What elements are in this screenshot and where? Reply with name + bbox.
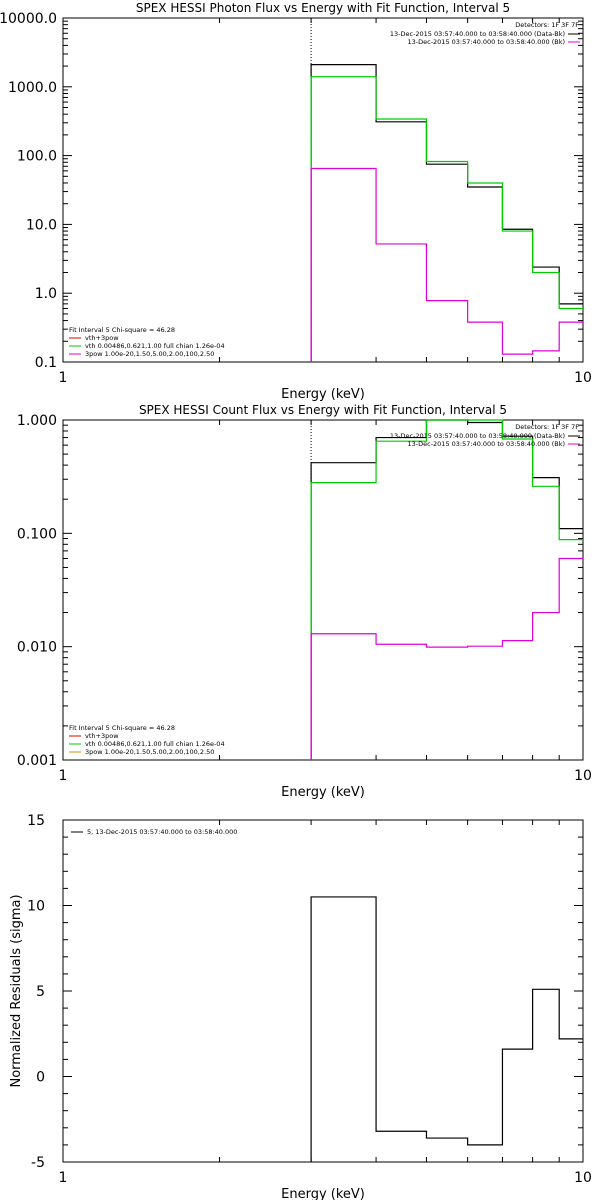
y-tick-label: 0.1 bbox=[35, 355, 57, 371]
series-1-line bbox=[310, 419, 583, 760]
legend-lower: Fit Interval 5 Chi-square = 46.28vth+3po… bbox=[69, 724, 225, 756]
legend-entry-text: 5, 13-Dec-2015 03:57:40.000 to 03:58:40.… bbox=[87, 828, 237, 836]
y-tick-label: 0.010 bbox=[17, 640, 57, 656]
x-tick-label: 10 bbox=[574, 1170, 592, 1186]
legend-entry-text: 3pow 1.00e-20,1.50,5.00,2.00,100,2.50 bbox=[85, 350, 214, 358]
series-data-line bbox=[310, 64, 583, 362]
y-axis-label: Normalized Residuals (sigma) bbox=[9, 894, 24, 1087]
legend: 5, 13-Dec-2015 03:57:40.000 to 03:58:40.… bbox=[71, 828, 237, 836]
y-tick-label: 0.001 bbox=[17, 753, 57, 769]
x-tick-label: 10 bbox=[574, 768, 592, 784]
y-tick-label: 1000.0 bbox=[8, 80, 57, 96]
legend-entry-text: 13-Dec-2015 03:57:40.000 to 03:58:40.000… bbox=[408, 38, 566, 46]
chart-title: SPEX HESSI Count Flux vs Energy with Fit… bbox=[139, 403, 507, 417]
legend-detectors: Detectors: 1F 3F 7F bbox=[515, 423, 579, 431]
legend-fit-header: Fit Interval 5 Chi-square = 46.28 bbox=[69, 326, 175, 334]
legend-detectors: Detectors: 1F 3F 7F bbox=[515, 21, 579, 29]
y-tick-label: 1.0 bbox=[35, 286, 57, 302]
legend-entry-text: 13-Dec-2015 03:57:40.000 to 03:58:40.000… bbox=[390, 30, 565, 38]
plot-frame bbox=[62, 819, 584, 1163]
x-tick-label: 1 bbox=[59, 1170, 68, 1186]
y-tick-label: 5 bbox=[36, 984, 45, 1000]
chart-panel-2: 1 10 0.001 0.010 0.100 1.000 SPEX HESSI Count … bbox=[17, 403, 592, 800]
y-tick-label: 10.0 bbox=[26, 217, 57, 233]
y-tick-label: 10 bbox=[27, 899, 45, 915]
x-axis-label: Energy (keV) bbox=[281, 1187, 365, 1200]
legend-entry-text: vth 0.00486,0.621,1.00 full chian 1.26e-… bbox=[85, 342, 225, 350]
x-axis-label: Energy (keV) bbox=[281, 387, 365, 402]
y-tick-label: 0 bbox=[36, 1070, 45, 1086]
x-tick-label: 10 bbox=[574, 370, 592, 386]
legend-fit-header: Fit Interval 5 Chi-square = 46.28 bbox=[69, 724, 175, 732]
y-tick-label: 10000.0 bbox=[0, 11, 57, 27]
legend-entry-text: vth 0.00486,0.621,1.00 full chian 1.26e-… bbox=[85, 740, 225, 748]
plot-frame bbox=[62, 419, 584, 761]
legend-entry-text: vth+3pow bbox=[85, 334, 119, 342]
chart-panel-3: 1 10 -5 0 5 10 15 Energy (keV) Normalized Residu… bbox=[9, 813, 592, 1200]
y-tick-label: 0.100 bbox=[17, 526, 57, 542]
series-0-line bbox=[310, 896, 583, 1162]
chart-title: SPEX HESSI Photon Flux vs Energy with Fi… bbox=[136, 1, 510, 15]
legend-entry-text: 13-Dec-2015 03:57:40.000 to 03:58:40.000… bbox=[390, 432, 565, 440]
x-tick-label: 1 bbox=[59, 370, 68, 386]
y-tick-label: 100.0 bbox=[17, 149, 57, 165]
series-2-line bbox=[310, 167, 583, 362]
x-axis-label: Energy (keV) bbox=[281, 785, 365, 800]
legend-entry-text: 3pow 1.00e-20,1.50,5.00,2.00,100,2.50 bbox=[85, 748, 214, 756]
chart-panel-1: 1 10 0.1 1.0 10.0 100.0 1000.0 10000.0 SPEX HESS… bbox=[0, 1, 592, 402]
y-tick-label: 1.000 bbox=[17, 413, 57, 429]
legend-entry-text: vth+3pow bbox=[85, 732, 119, 740]
y-tick-label: -5 bbox=[31, 1155, 45, 1171]
series-data-line bbox=[310, 419, 583, 760]
series-1-line bbox=[310, 76, 583, 362]
series-2-line bbox=[310, 557, 583, 760]
legend-lower: Fit Interval 5 Chi-square = 46.28vth+3po… bbox=[69, 326, 225, 358]
x-tick-label: 1 bbox=[59, 768, 68, 784]
plot-frame bbox=[62, 17, 584, 363]
legend-entry-text: 13-Dec-2015 03:57:40.000 to 03:58:40.000… bbox=[408, 440, 566, 448]
y-tick-label: 15 bbox=[27, 813, 45, 829]
